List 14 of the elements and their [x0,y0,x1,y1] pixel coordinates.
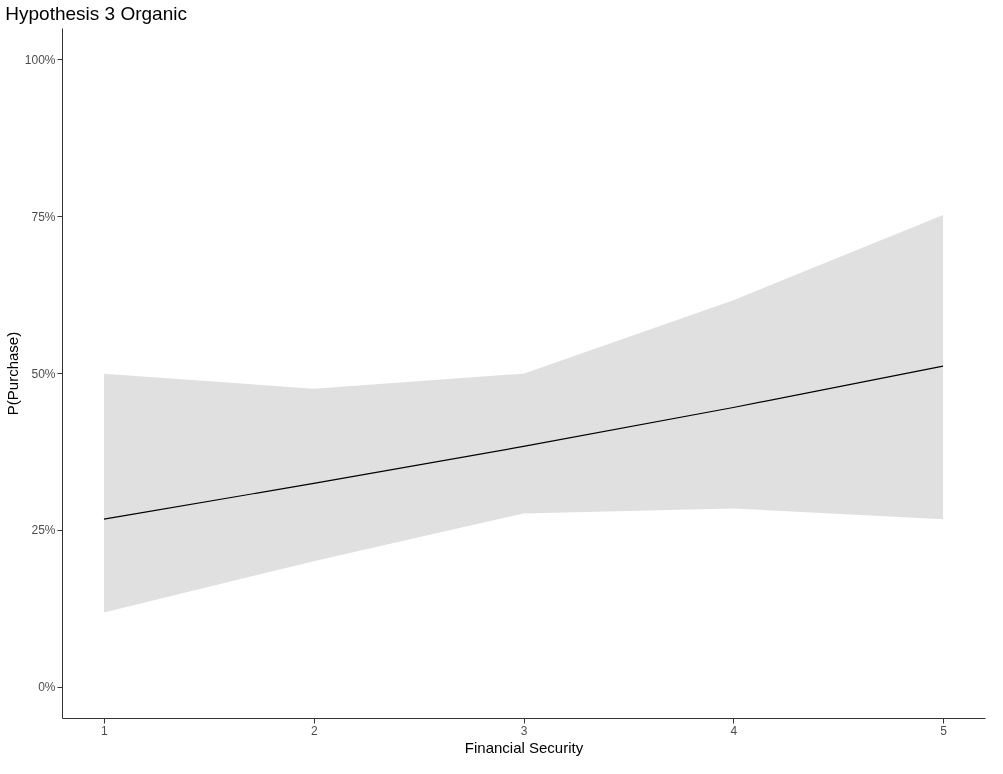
line-series [103,365,944,520]
x-tick-label: 4 [730,723,738,738]
y-axis-title: P(Purchase) [3,331,21,416]
x-tick-label: 3 [520,723,528,738]
y-tick-label: 100% [24,52,56,67]
x-axis-title: Financial Security [464,738,584,756]
y-tick-label: 0% [38,680,56,695]
x-tick-label: 2 [310,723,318,738]
y-tick-label: 75% [31,209,56,224]
y-tick-label: 25% [31,523,56,538]
x-tick-label: 1 [101,723,109,738]
x-tick-label: 5 [940,723,948,738]
chart-title: Hypothesis 3 Organic [5,3,187,24]
y-tick-label: 50% [31,366,56,381]
